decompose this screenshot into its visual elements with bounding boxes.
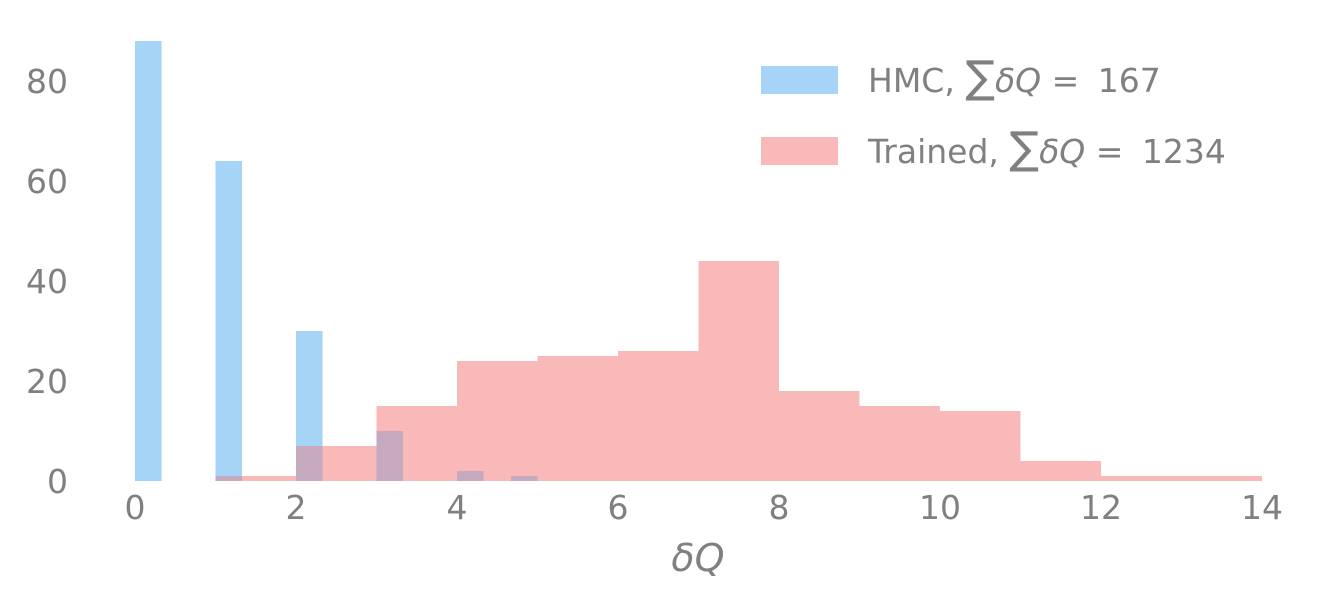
legend-swatch-hmc xyxy=(761,66,838,94)
trained-bar-11 xyxy=(1101,476,1262,481)
overlap-bar-1 xyxy=(296,446,323,481)
x-tick-label-4: 4 xyxy=(447,488,468,527)
plot-area xyxy=(135,41,1262,481)
trained-bar-7 xyxy=(779,391,860,481)
x-tick-label-14: 14 xyxy=(1241,488,1283,527)
y-tick-label-80: 80 xyxy=(26,62,68,101)
legend-label-hmc: HMC, ∑δQ = 167 xyxy=(868,52,1161,103)
trained-bar-10 xyxy=(1020,461,1101,481)
overlap-bar-3 xyxy=(457,471,484,481)
legend-swatch-trained xyxy=(761,137,838,165)
x-tick-label-12: 12 xyxy=(1080,488,1122,527)
trained-bar-9 xyxy=(940,411,1021,481)
x-tick-label-10: 10 xyxy=(919,488,961,527)
x-tick-label-6: 6 xyxy=(608,488,629,527)
x-tick-label-2: 2 xyxy=(286,488,307,527)
legend-sum-hmc: 167 xyxy=(1098,61,1161,100)
x-axis-label: δQ xyxy=(671,536,724,580)
trained-bar-4 xyxy=(537,356,618,481)
y-tick-label-20: 20 xyxy=(26,362,68,401)
x-tick-label-8: 8 xyxy=(769,488,790,527)
x-axis-ticks: 0 2 4 6 8 10 12 14 xyxy=(125,488,1284,527)
x-tick-label-0: 0 xyxy=(125,488,146,527)
overlap-bar-0 xyxy=(215,476,243,481)
trained-bar-3 xyxy=(457,361,538,481)
overlap-bar-2 xyxy=(376,431,404,481)
legend-sum-trained: 1234 xyxy=(1142,132,1226,171)
trained-bar-8 xyxy=(859,406,940,481)
y-axis-ticks: 0 20 40 60 80 xyxy=(26,62,68,501)
trained-bar-6 xyxy=(698,261,779,481)
y-tick-label-0: 0 xyxy=(47,462,68,501)
y-tick-label-60: 60 xyxy=(26,162,68,201)
legend-label-trained: Trained, ∑δQ = 1234 xyxy=(867,123,1226,174)
trained-bar-0 xyxy=(215,476,296,481)
legend: HMC, ∑δQ = 167 Trained, ∑δQ = 1234 xyxy=(761,52,1226,174)
hmc-bar-1 xyxy=(215,161,243,481)
overlap-bar-4 xyxy=(510,476,538,481)
trained-bar-5 xyxy=(618,351,699,481)
hmc-bar-0 xyxy=(135,41,162,481)
y-tick-label-40: 40 xyxy=(26,262,68,301)
